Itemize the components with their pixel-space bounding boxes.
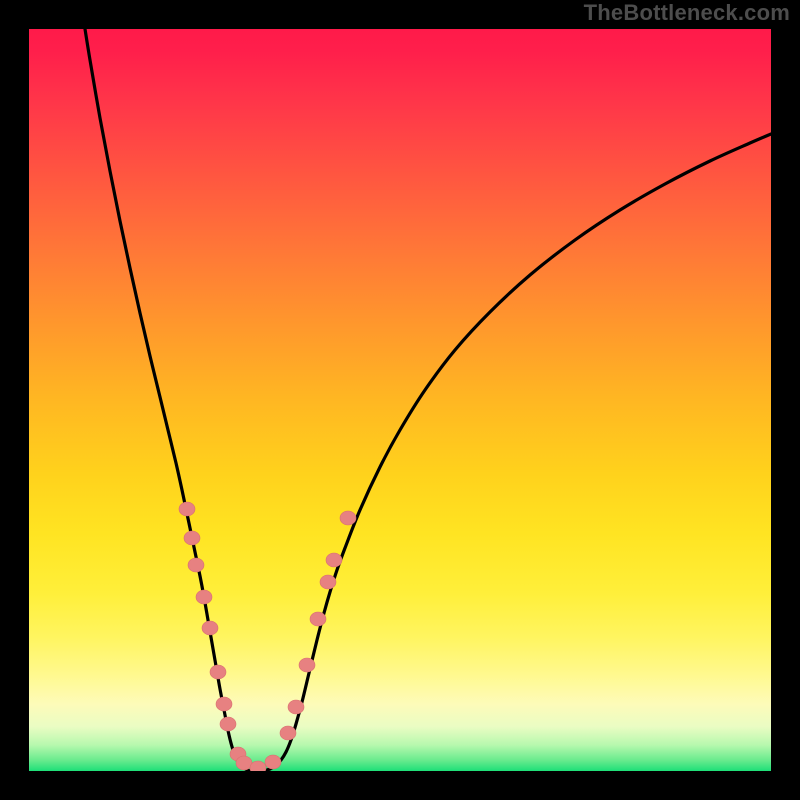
- gradient-background: [29, 29, 771, 771]
- data-marker: [288, 700, 304, 714]
- data-marker: [220, 717, 236, 731]
- data-marker: [320, 575, 336, 589]
- data-marker: [196, 590, 212, 604]
- data-marker: [179, 502, 195, 516]
- data-marker: [236, 756, 252, 770]
- watermark-text: TheBottleneck.com: [584, 0, 790, 26]
- data-marker: [310, 612, 326, 626]
- data-marker: [216, 697, 232, 711]
- data-marker: [265, 755, 281, 769]
- data-marker: [210, 665, 226, 679]
- data-marker: [299, 658, 315, 672]
- data-marker: [188, 558, 204, 572]
- data-marker: [326, 553, 342, 567]
- bottleneck-plot: [0, 0, 800, 800]
- data-marker: [280, 726, 296, 740]
- data-marker: [202, 621, 218, 635]
- data-marker: [184, 531, 200, 545]
- data-marker: [340, 511, 356, 525]
